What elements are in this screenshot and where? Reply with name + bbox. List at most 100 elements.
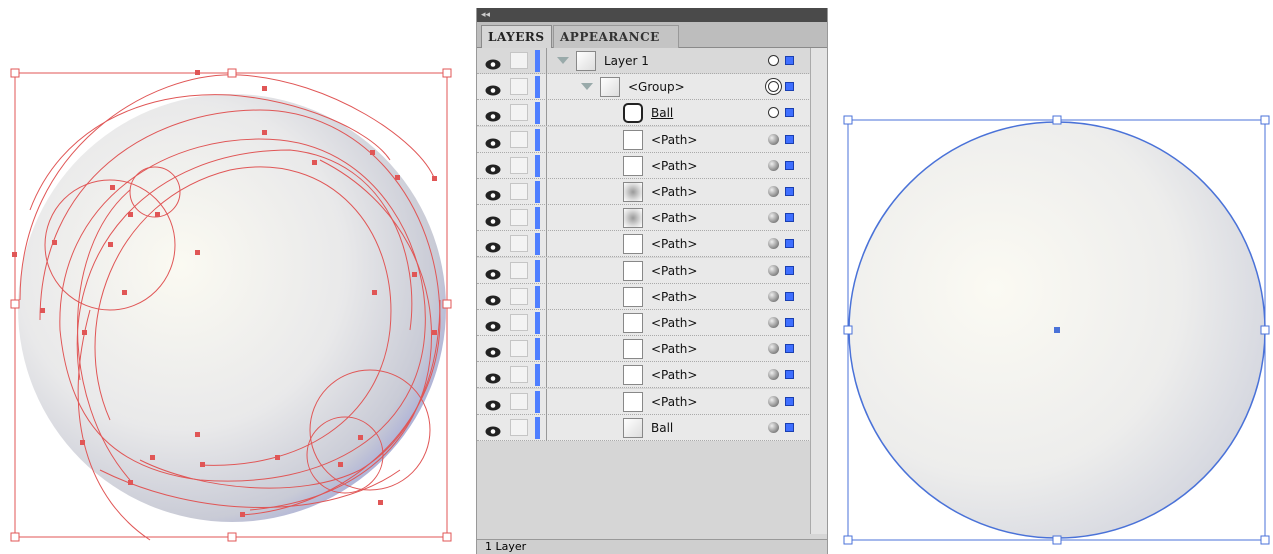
target-indicator[interactable] (768, 238, 779, 250)
layer-row[interactable]: <Path> (477, 231, 811, 258)
target-indicator[interactable] (768, 186, 779, 197)
layer-row[interactable]: <Path> (477, 205, 811, 232)
layer-name[interactable]: <Path> (651, 394, 698, 409)
layer-row[interactable]: <Path> (477, 179, 811, 205)
target-indicator[interactable] (768, 290, 779, 302)
layer-row[interactable]: Ball (477, 414, 811, 441)
target-indicator[interactable] (768, 212, 779, 224)
lock-toggle[interactable] (510, 209, 528, 227)
thumbnail (623, 391, 643, 412)
panel-bar[interactable]: ◂◂ (477, 8, 827, 22)
visibility-toggle[interactable] (485, 186, 501, 201)
anchor-points (12, 70, 437, 517)
visibility-toggle[interactable] (485, 238, 501, 253)
selection-indicator[interactable] (785, 422, 794, 432)
target-indicator[interactable] (768, 55, 779, 66)
selection-indicator[interactable] (785, 134, 794, 144)
lock-toggle[interactable] (510, 104, 528, 122)
visibility-toggle[interactable] (485, 212, 501, 227)
lock-toggle[interactable] (510, 183, 528, 200)
selection-indicator[interactable] (785, 396, 794, 406)
target-indicator[interactable] (768, 317, 779, 328)
selection-indicator[interactable] (785, 239, 794, 249)
tab[interactable]: LAYERS (481, 25, 552, 48)
selection-indicator[interactable] (785, 265, 794, 275)
expand-toggle[interactable] (557, 57, 569, 64)
visibility-toggle[interactable] (485, 160, 501, 175)
lock-toggle[interactable] (510, 366, 528, 384)
layer-color (535, 181, 540, 203)
layer-name[interactable]: <Path> (651, 211, 698, 226)
layer-row[interactable]: <Group> (477, 74, 811, 101)
selection-indicator[interactable] (785, 291, 794, 301)
selection-indicator[interactable] (785, 370, 794, 380)
layer-name[interactable]: <Group> (628, 80, 685, 95)
target-indicator[interactable] (768, 159, 779, 171)
visibility-toggle[interactable] (485, 81, 501, 96)
visibility-toggle[interactable] (485, 107, 501, 122)
layer-row[interactable]: <Path> (477, 362, 811, 389)
visibility-toggle[interactable] (485, 291, 501, 306)
target-indicator[interactable] (768, 81, 779, 93)
layer-row[interactable]: <Path> (477, 310, 811, 336)
selection-indicator[interactable] (785, 213, 794, 223)
lock-toggle[interactable] (510, 52, 528, 69)
selection-indicator[interactable] (785, 82, 794, 92)
visibility-toggle[interactable] (485, 317, 501, 332)
layer-row[interactable]: <Path> (477, 152, 811, 179)
layer-name[interactable]: <Path> (651, 368, 698, 383)
lock-toggle[interactable] (510, 314, 528, 331)
visibility-toggle[interactable] (485, 422, 501, 437)
layer-name[interactable]: <Path> (651, 316, 698, 330)
layer-name[interactable]: Ball (651, 106, 674, 121)
visibility-toggle[interactable] (485, 55, 501, 70)
target-indicator[interactable] (768, 107, 779, 119)
selection-indicator[interactable] (785, 108, 794, 118)
layer-row[interactable]: <Path> (477, 126, 811, 153)
visibility-toggle[interactable] (485, 343, 501, 358)
selection-indicator[interactable] (785, 318, 794, 327)
layer-row[interactable]: <Path> (477, 388, 811, 415)
layer-row[interactable]: Layer 1 (477, 48, 811, 74)
lock-toggle[interactable] (510, 418, 528, 436)
selection-indicator[interactable] (785, 344, 794, 354)
layer-name[interactable]: <Path> (651, 289, 698, 304)
layer-name[interactable]: <Path> (651, 158, 698, 173)
layer-name[interactable]: <Path> (651, 342, 698, 357)
expand-toggle[interactable] (581, 83, 593, 91)
tab[interactable]: APPEARANCE (553, 25, 679, 48)
layer-row[interactable]: <Path> (477, 283, 811, 310)
lock-toggle[interactable] (510, 392, 528, 410)
target-indicator[interactable] (768, 264, 779, 276)
selection-indicator[interactable] (785, 187, 794, 196)
lock-toggle[interactable] (510, 287, 528, 305)
target-indicator[interactable] (768, 133, 779, 145)
visibility-toggle[interactable] (485, 134, 501, 149)
lock-toggle[interactable] (510, 235, 528, 253)
selection-indicator[interactable] (785, 56, 794, 65)
lock-toggle[interactable] (510, 78, 528, 96)
target-indicator[interactable] (768, 369, 779, 381)
target-indicator[interactable] (768, 421, 779, 433)
layer-row[interactable]: <Path> (477, 336, 811, 363)
visibility-toggle[interactable] (485, 265, 501, 280)
layer-name[interactable]: <Path> (651, 263, 698, 278)
lock-toggle[interactable] (510, 340, 528, 358)
lock-toggle[interactable] (510, 156, 528, 174)
layer-row[interactable]: Ball (477, 100, 811, 127)
layer-row[interactable]: <Path> (477, 257, 811, 284)
lock-toggle[interactable] (510, 130, 528, 148)
target-indicator[interactable] (768, 395, 779, 407)
selection-indicator[interactable] (785, 160, 794, 170)
layer-name[interactable]: <Path> (651, 132, 698, 147)
target-indicator[interactable] (768, 343, 779, 355)
visibility-toggle[interactable] (485, 396, 501, 411)
thumbnail (623, 417, 643, 438)
layer-name[interactable]: <Path> (651, 237, 698, 252)
scrollbar[interactable] (810, 48, 827, 534)
layer-name[interactable]: <Path> (651, 185, 698, 199)
visibility-toggle[interactable] (485, 369, 501, 384)
lock-toggle[interactable] (510, 261, 528, 279)
layer-name[interactable]: Layer 1 (604, 54, 649, 68)
layer-name[interactable]: Ball (651, 420, 674, 435)
